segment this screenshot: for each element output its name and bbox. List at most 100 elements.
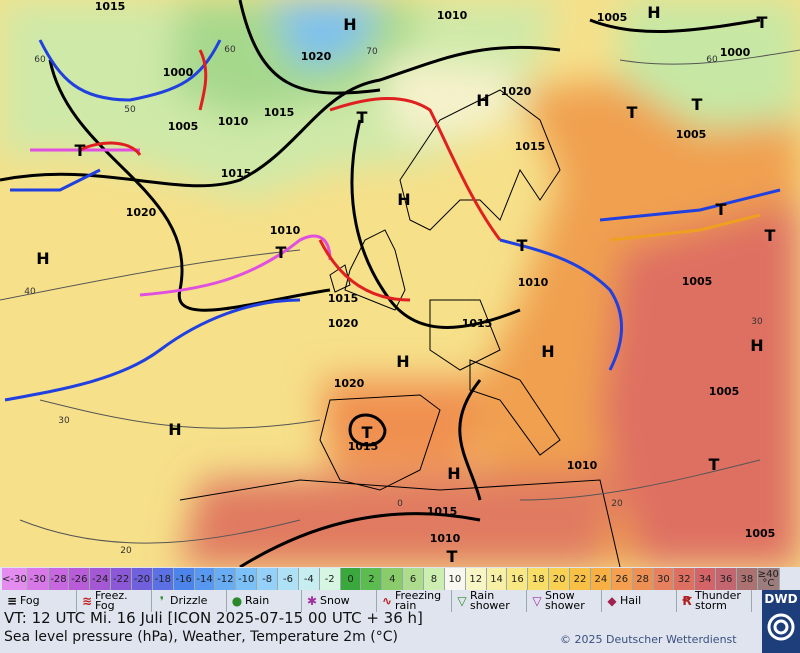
- legend-item: ≡ Fog: [2, 590, 77, 612]
- isobars: [0, 0, 761, 567]
- scale-cell: 4: [382, 568, 404, 590]
- isobar-label: 1010: [518, 276, 549, 289]
- scale-cell: 26: [611, 568, 633, 590]
- pressure-center: T: [627, 103, 638, 122]
- isobar-label: 1015: [462, 317, 493, 330]
- legend-icon: ≋: [81, 594, 93, 608]
- isotherm-label: 60: [706, 55, 718, 65]
- scale-cell: -30: [27, 568, 49, 590]
- legend-item: ✱ Snow: [302, 590, 377, 612]
- isotherm-label: 60: [34, 55, 46, 65]
- legend-item: Ꞧ Thunder storm: [677, 590, 752, 612]
- pressure-center: T: [276, 243, 287, 262]
- isobar-label: 1005: [597, 11, 628, 24]
- scale-cell: -22: [111, 568, 133, 590]
- isotherm-label: 20: [120, 546, 132, 556]
- scale-cell: -6: [278, 568, 299, 590]
- scale-cell: 32: [674, 568, 696, 590]
- legend-icon: Ꞧ: [682, 594, 692, 608]
- legend-label: Freez. Fog: [95, 589, 128, 612]
- isobar-label: 1005: [168, 120, 199, 133]
- pressure-center: T: [357, 108, 368, 127]
- isotherm-label: 20: [611, 499, 623, 509]
- legend-label: Snow: [320, 594, 350, 607]
- scale-cell: -8: [257, 568, 279, 590]
- isobar-label: 1020: [334, 377, 365, 390]
- scale-cell: ≥40 °C: [757, 568, 780, 590]
- isobar-label: 1010: [567, 459, 598, 472]
- scale-cell: 16: [507, 568, 529, 590]
- isobar-label: 1020: [301, 50, 332, 63]
- legend-label: Thunder storm: [695, 589, 741, 612]
- pressure-center: T: [75, 141, 86, 160]
- isobar-label: 1020: [328, 317, 359, 330]
- isobar-label: 1010: [270, 224, 301, 237]
- scale-cell: -26: [69, 568, 91, 590]
- legend-label: Rain: [245, 594, 270, 607]
- legend-icon: ∿: [381, 594, 393, 608]
- pressure-center: H: [750, 336, 763, 355]
- scale-cell: 24: [590, 568, 612, 590]
- isotherm-label: 40: [24, 287, 36, 297]
- isotherm-label: 60: [224, 45, 236, 55]
- pressure-center: H: [168, 420, 181, 439]
- isobar-label: 1015: [221, 167, 252, 180]
- scale-cell: 8: [424, 568, 445, 590]
- scale-cell: 14: [486, 568, 508, 590]
- scale-cell: 18: [528, 568, 550, 590]
- legend-icon: ≡: [6, 594, 18, 608]
- legend-item: ≋ Freez. Fog: [77, 590, 152, 612]
- isotherm-label: 30: [58, 416, 70, 426]
- temperature-scale: <-30 -30 -28 -26 -24 -22 -20 -18 -16 -14 -12 -10 -8-…: [2, 568, 780, 590]
- pressure-center: H: [476, 91, 489, 110]
- scale-cell: -10: [236, 568, 258, 590]
- isobar-label: 1000: [163, 66, 194, 79]
- scale-cell: -2: [319, 568, 341, 590]
- pressure-center: H: [396, 352, 409, 371]
- isobar-label: 1010: [437, 9, 468, 22]
- pressure-center: H: [647, 3, 660, 22]
- weather-legend: ≡ Fog ≋ Freez. Fog ❜ Drizzle ● Rain ✱ Snow ∿ Freezi…: [2, 590, 758, 612]
- scale-cell: 0: [340, 568, 362, 590]
- legend-item: ◆ Hail: [602, 590, 677, 612]
- legend-icon: ▽: [457, 594, 467, 608]
- legend-label: Hail: [620, 594, 642, 607]
- scale-cell: -24: [90, 568, 112, 590]
- copyright: © 2025 Deutscher Wetterdienst: [560, 633, 737, 646]
- pressure-center: H: [397, 190, 410, 209]
- scale-cell: 20: [549, 568, 571, 590]
- scale-cell: 30: [653, 568, 675, 590]
- pressure-center: H: [36, 249, 49, 268]
- scale-cell: -16: [173, 568, 195, 590]
- fronts: [4, 39, 781, 402]
- legend-icon: ✱: [306, 594, 318, 608]
- legend-icon: ❜: [159, 594, 165, 608]
- pressure-center: T: [765, 226, 776, 245]
- pressure-center: H: [343, 15, 356, 34]
- scale-cell: 36: [716, 568, 737, 590]
- isobar-label: 1015: [348, 440, 379, 453]
- pressure-center: T: [716, 200, 727, 219]
- valid-time: VT: 12 UTC Mi. 16 Juli [ICON 2025-07-15 …: [4, 609, 423, 627]
- scale-cell: 12: [465, 568, 487, 590]
- pressure-center: T: [757, 13, 768, 32]
- isotherm-label: 0: [397, 499, 403, 509]
- legend-label: Fog: [20, 594, 40, 607]
- isobar-label: 1015: [515, 140, 546, 153]
- legend-item: ● Rain: [227, 590, 302, 612]
- legend-item: ▽ Rain shower: [452, 590, 527, 612]
- pressure-center: T: [692, 95, 703, 114]
- isobar-label: 1000: [720, 46, 751, 59]
- scale-cell: 38: [736, 568, 758, 590]
- logo-text: DWD: [764, 592, 798, 606]
- isobar-label: 1005: [676, 128, 707, 141]
- isobar-label: 1015: [328, 292, 359, 305]
- scale-cell: <-30: [2, 568, 28, 590]
- legend-label: Rain shower: [470, 589, 510, 612]
- pressure-center: T: [709, 455, 720, 474]
- scale-cell: -18: [152, 568, 174, 590]
- legend-label: Freezing rain: [395, 589, 442, 612]
- isotherm-label: 50: [124, 105, 136, 115]
